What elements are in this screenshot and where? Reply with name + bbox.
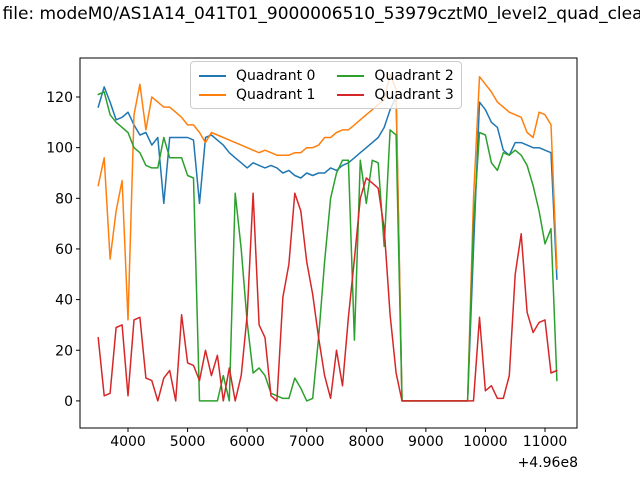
y-tick-label: 40 (55, 293, 73, 309)
legend-line-sample (199, 74, 226, 77)
y-tick-label: 20 (55, 343, 73, 359)
x-tick-label: 5000 (170, 434, 206, 450)
series-line-quadrant-1 (97, 73, 558, 402)
legend-line-sample (337, 74, 365, 77)
y-tick-label: 100 (46, 141, 73, 157)
x-tick-label: 11000 (523, 434, 568, 450)
legend-label: Quadrant 0 (236, 67, 316, 84)
x-tick-label: 4000 (110, 434, 146, 450)
y-tick-label: 80 (55, 191, 73, 207)
y-tick-label: 0 (64, 394, 73, 410)
series-line-quadrant-2 (97, 91, 558, 402)
legend-item-quadrant-3: Quadrant 3 (337, 86, 454, 103)
legend-line-sample (199, 93, 226, 96)
legend-line-sample (337, 93, 365, 96)
x-axis-offset-label: +4.96e8 (518, 455, 578, 471)
x-tick-label: 10000 (463, 434, 508, 450)
y-tick-label: 60 (55, 242, 73, 258)
y-tick-label: 120 (46, 90, 73, 106)
axes-frame (79, 57, 578, 429)
chart-title: a file: modeM0/AS1A14_041T01_9000006510_… (0, 4, 640, 24)
legend: Quadrant 0 Quadrant 1 Quadrant 2 Quadrant 3 (190, 61, 462, 109)
legend-item-quadrant-0: Quadrant 0 (199, 68, 315, 84)
legend-label: Quadrant 1 (236, 86, 316, 103)
series-line-quadrant-3 (97, 177, 558, 402)
legend-item-quadrant-1: Quadrant 1 (199, 87, 315, 103)
x-tick-label: 7000 (289, 434, 325, 450)
legend-label: Quadrant 3 (374, 86, 454, 103)
x-tick-label: 8000 (348, 434, 384, 450)
legend-item-quadrant-2: Quadrant 2 (337, 67, 454, 84)
x-tick-label: 6000 (229, 434, 265, 450)
series-line-quadrant-0 (97, 86, 558, 402)
legend-label: Quadrant 2 (374, 67, 454, 84)
x-tick-label: 9000 (408, 434, 444, 450)
